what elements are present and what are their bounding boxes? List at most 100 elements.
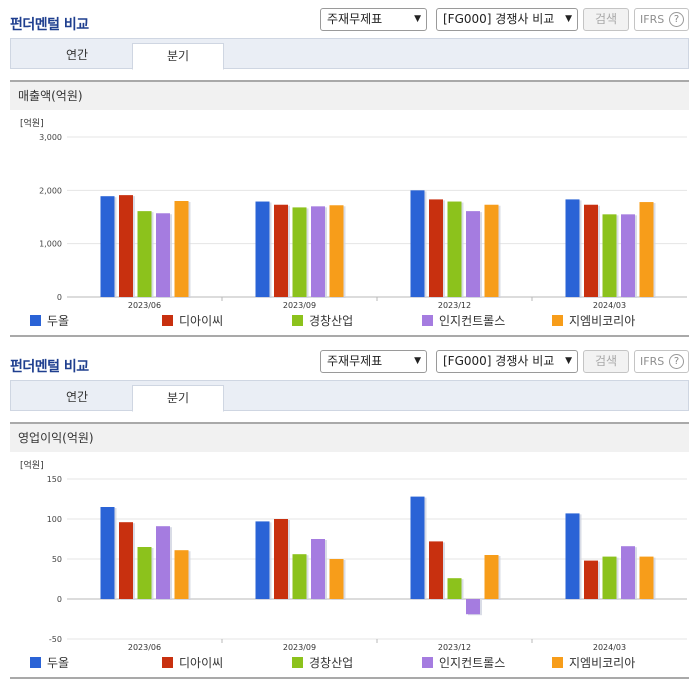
ifrs-button[interactable]: IFRS? [634,8,689,31]
legend-item[interactable]: 두올 [30,313,69,329]
fundamental-panel-operating-profit: 펀더멘털 비교 주재무제표 ▼ [FG000] 경쟁사 비교 ▼ 검색 IFRS? … [0,342,696,684]
legend-item[interactable]: 지엠비코리아 [552,655,635,671]
bar [639,556,654,599]
compare-select-value: [FG000] 경쟁사 비교 [443,354,555,368]
panel-title: 펀더멘털 비교 [10,359,89,375]
bar [639,202,654,297]
legend-swatch [292,315,303,326]
statement-select-value: 주재무제표 [327,12,383,26]
bar [311,539,325,599]
bar [292,207,307,297]
bar [156,213,170,297]
statement-select-value: 주재무제표 [327,354,383,368]
bar [100,507,115,599]
bar [329,559,344,599]
y-tick-label: 2,000 [39,186,62,195]
legend-label: 경창산업 [309,314,354,328]
y-tick-label: 150 [47,475,62,484]
divider [10,335,689,337]
search-button[interactable]: 검색 [583,350,629,373]
bar [484,204,499,297]
legend-swatch [422,315,433,326]
unit-label: [억원] [20,117,44,129]
bar [274,204,288,297]
bar [429,541,443,599]
chart-legend: 두올 디아이씨 경창산업 인지컨트롤스 지엠비코리아 [30,313,680,329]
bar [100,196,115,297]
y-tick-label: 0 [57,595,62,604]
legend-item[interactable]: 두올 [30,655,69,671]
divider [10,677,689,679]
chart-legend: 두올 디아이씨 경창산업 인지컨트롤스 지엠비코리아 [30,655,680,671]
help-icon[interactable]: ? [669,354,684,369]
bar [119,522,133,599]
legend-label: 디아이씨 [179,314,224,328]
y-tick-label: 100 [47,515,62,524]
y-tick-label: 3,000 [39,133,62,142]
bar [156,526,170,599]
bar [447,578,462,599]
search-button[interactable]: 검색 [583,8,629,31]
tab-annual[interactable]: 연간 [65,390,89,404]
ifrs-label: IFRS [640,355,665,368]
x-tick-label: 2024/03 [593,643,626,652]
legend-item[interactable]: 인지컨트롤스 [422,655,505,671]
operating-profit-bar-chart: [억원] -50 0 50 100 150 2023/06 2023/09 2023/12 202… [20,459,687,652]
bar [119,195,133,297]
legend-swatch [30,657,41,668]
chevron-down-icon: ▼ [414,14,421,24]
legend-label: 디아이씨 [179,656,224,670]
bar [410,496,425,599]
bar [311,206,325,297]
bar [137,547,152,599]
bar [466,211,480,297]
ifrs-button[interactable]: IFRS? [634,350,689,373]
panel-title: 펀더멘털 비교 [10,17,89,33]
bar [584,560,598,599]
tab-annual[interactable]: 연간 [65,48,89,62]
fundamental-panel-revenue: 펀더멘털 비교 주재무제표 ▼ [FG000] 경쟁사 비교 ▼ 검색 IFRS? … [10,8,689,337]
help-icon[interactable]: ? [669,12,684,27]
legend-swatch [552,315,563,326]
legend-item[interactable]: 지엠비코리아 [552,313,635,329]
bar [484,555,499,599]
bar [621,546,635,599]
legend-swatch [422,657,433,668]
unit-label: [억원] [20,459,44,471]
bar [565,199,580,297]
legend-item[interactable]: 디아이씨 [162,313,223,329]
bar [255,201,270,297]
bar [174,201,189,297]
tab-quarterly[interactable]: 분기 [132,385,224,412]
legend-item[interactable]: 인지컨트롤스 [422,313,505,329]
legend-swatch [292,657,303,668]
revenue-bar-chart: [억원] 0 1,000 2,000 3,000 2023/06 2023/09 2023/1… [20,117,687,310]
legend-swatch [30,315,41,326]
bar [602,214,617,297]
chevron-down-icon: ▼ [414,356,421,366]
y-tick-label: -50 [49,635,62,644]
legend-label: 인지컨트롤스 [439,656,506,670]
legend-item[interactable]: 경창산업 [292,655,353,671]
legend-item[interactable]: 디아이씨 [162,655,223,671]
compare-select[interactable]: [FG000] 경쟁사 비교 ▼ [436,8,578,31]
legend-label: 두올 [47,314,70,328]
legend-item[interactable]: 경창산업 [292,313,353,329]
y-tick-label: 1,000 [39,240,62,249]
compare-select[interactable]: [FG000] 경쟁사 비교 ▼ [436,350,578,373]
section-title: 영업이익(억원) [10,422,689,452]
legend-swatch [162,315,173,326]
bar [137,211,152,297]
tab-quarterly[interactable]: 분기 [132,43,224,70]
chevron-down-icon: ▼ [565,356,572,366]
statement-select[interactable]: 주재무제표 ▼ [320,350,427,373]
bar [292,554,307,599]
statement-select[interactable]: 주재무제표 ▼ [320,8,427,31]
chevron-down-icon: ▼ [565,14,572,24]
x-tick-label: 2023/09 [283,301,316,310]
compare-select-value: [FG000] 경쟁사 비교 [443,12,555,26]
legend-label: 지엠비코리아 [569,314,636,328]
legend-label: 지엠비코리아 [569,656,636,670]
bar [602,556,617,599]
bar [174,550,189,599]
